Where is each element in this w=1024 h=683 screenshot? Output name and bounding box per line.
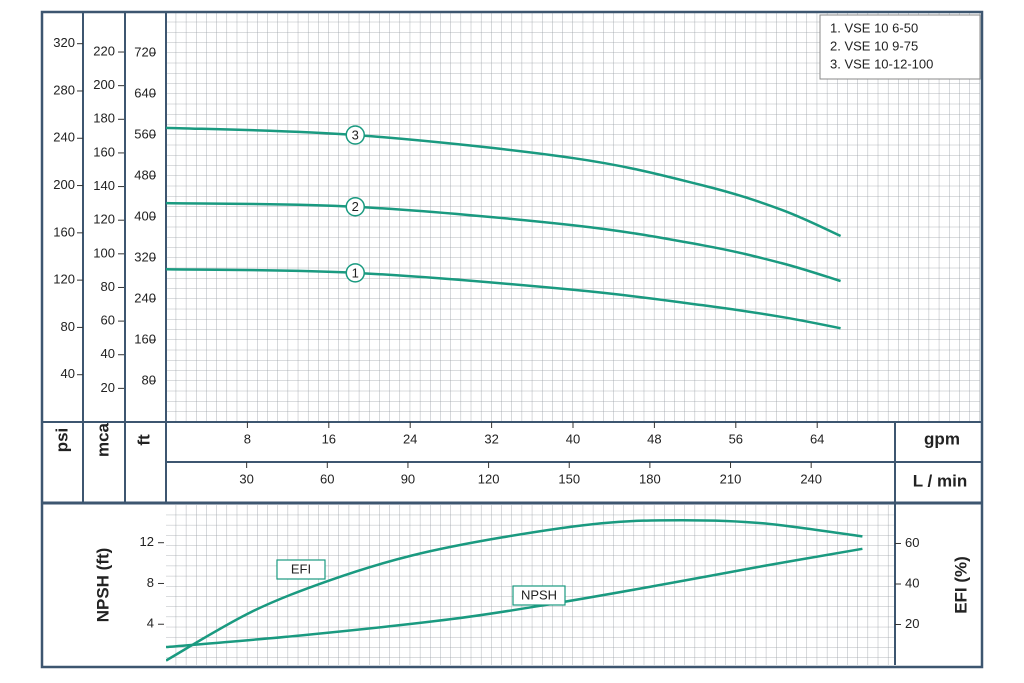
y-tick-label: 480 (134, 167, 156, 182)
x2-tick-label: 90 (401, 471, 415, 486)
x-tick-label: 48 (647, 431, 661, 446)
plot-area (166, 126, 842, 330)
curve (166, 518, 863, 662)
grid-bottom (166, 505, 895, 665)
y-tick-label: 80 (61, 319, 75, 334)
y-tick-label: 120 (93, 212, 115, 227)
x2-tick-label: 60 (320, 471, 334, 486)
curve (166, 201, 841, 283)
x-axis-title: gpm (924, 429, 960, 448)
x-tick-label: 64 (810, 431, 824, 446)
x-tick-label: 40 (566, 431, 580, 446)
y-tick-label: 160 (134, 331, 156, 346)
y-tick-label: 720 (134, 44, 156, 59)
x-tick-label: 56 (729, 431, 743, 446)
y-tick-label: 280 (53, 82, 75, 97)
x-tick-label: 32 (484, 431, 498, 446)
series-tag-label: EFI (291, 561, 311, 576)
y-tick-label: 240 (134, 290, 156, 305)
y-tick-label: 240 (53, 130, 75, 145)
y2-axis-title: mca (93, 422, 112, 457)
y-tick-label: 640 (134, 85, 156, 100)
y-tick-label: 60 (101, 313, 115, 328)
efi-axis-title: EFI (%) (951, 556, 970, 614)
y-tick-label: 560 (134, 126, 156, 141)
y2-tick-label: 60 (905, 535, 919, 550)
legend-box (819, 14, 981, 80)
series-tag (276, 559, 326, 580)
y-tick-label: 400 (134, 208, 156, 223)
y-tick-label: 160 (53, 224, 75, 239)
grid-top (166, 12, 980, 422)
y-tick-label: 320 (134, 249, 156, 264)
y-axis-title: ft (134, 434, 153, 446)
y-tick-label: 12 (140, 534, 154, 549)
x2-axis-title: L / min (913, 471, 967, 490)
y-tick-label: 40 (101, 346, 115, 361)
legend-entry: 2. VSE 10 9-75 (830, 38, 918, 53)
y-tick-label: 100 (93, 245, 115, 260)
y-tick-label: 4 (147, 616, 154, 631)
x2-tick-label: 180 (639, 471, 661, 486)
npsh-axis-title: NPSH (ft) (93, 548, 112, 623)
y2-tick-label: 40 (905, 575, 919, 590)
x-tick-label: 16 (322, 431, 336, 446)
curve-marker-label: 1 (352, 265, 359, 280)
y-tick-label: 40 (61, 366, 75, 381)
y-tick-label: 120 (53, 272, 75, 287)
y-tick-label: 20 (101, 380, 115, 395)
x2-tick-label: 30 (239, 471, 253, 486)
curve-marker (345, 263, 366, 283)
x-tick-label: 24 (403, 431, 417, 446)
legend-entry: 3. VSE 10-12-100 (830, 56, 933, 71)
x-tick-label: 8 (244, 431, 251, 446)
curve (166, 126, 842, 238)
y2-tick-label: 20 (905, 616, 919, 631)
x2-tick-label: 240 (800, 471, 822, 486)
curve-marker-label: 3 (352, 127, 359, 142)
x2-tick-label: 150 (558, 471, 580, 486)
y-tick-label: 320 (53, 35, 75, 50)
curve-marker (345, 197, 366, 217)
series-tag-label: NPSH (521, 587, 557, 602)
legend-entry: 1. VSE 10 6-50 (830, 20, 918, 35)
y-tick-label: 80 (142, 372, 156, 387)
series-tag (512, 585, 566, 606)
curve-marker (345, 125, 366, 145)
curve (166, 268, 841, 330)
y-tick-label: 200 (93, 77, 115, 92)
y-tick-label: 160 (93, 144, 115, 159)
curve-marker-label: 2 (352, 199, 359, 214)
y-tick-label: 200 (53, 177, 75, 192)
y-tick-label: 220 (93, 43, 115, 58)
y-tick-label: 180 (93, 111, 115, 126)
y3-axis-title: psi (52, 428, 71, 453)
x2-tick-label: 120 (478, 471, 500, 486)
y-tick-label: 80 (101, 279, 115, 294)
x2-tick-label: 210 (720, 471, 742, 486)
y-tick-label: 140 (93, 178, 115, 193)
y-tick-label: 8 (147, 575, 154, 590)
